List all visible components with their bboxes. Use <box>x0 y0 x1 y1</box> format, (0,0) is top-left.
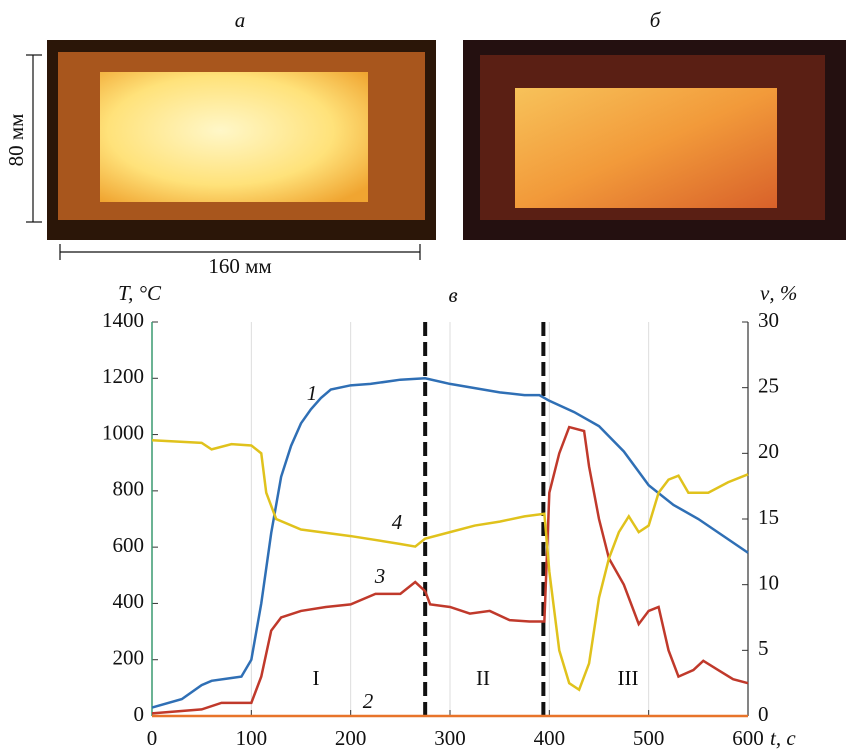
y-tick-label: 200 <box>113 646 145 670</box>
annotation: III <box>618 666 639 690</box>
annotation: 2 <box>363 689 374 713</box>
y2-tick-label: 5 <box>758 636 769 660</box>
x-tick-label: 400 <box>534 726 566 749</box>
y2-tick-label: 20 <box>758 439 779 463</box>
photo-b <box>463 40 846 240</box>
panel-label: в <box>448 283 457 307</box>
y-tick-label: 1000 <box>102 420 144 444</box>
y2-tick-label: 25 <box>758 373 779 397</box>
x-axis-label: t, с <box>770 726 796 749</box>
annotation: 4 <box>392 510 403 534</box>
y-tick-label: 0 <box>134 702 145 726</box>
y-tick-label: 600 <box>113 533 145 557</box>
y2-tick-label: 10 <box>758 570 779 594</box>
annotation: 3 <box>374 564 386 588</box>
figure: а б 80 мм 160 мм 01002003004005006000200… <box>0 0 848 749</box>
x-tick-label: 600 <box>732 726 764 749</box>
photo-a <box>47 40 436 240</box>
y2-tick-label: 30 <box>758 308 779 332</box>
y2-tick-label: 15 <box>758 505 779 529</box>
y-tick-label: 1400 <box>102 308 144 332</box>
y-axis-label: T, °C <box>118 281 162 305</box>
panel-label: б <box>650 8 662 32</box>
x-tick-label: 300 <box>434 726 466 749</box>
x-tick-label: 100 <box>236 726 268 749</box>
y2-tick-label: 0 <box>758 702 769 726</box>
y-tick-label: 800 <box>113 477 145 501</box>
dimension-label: 80 мм <box>4 114 28 167</box>
y-tick-label: 1200 <box>102 364 144 388</box>
x-tick-label: 0 <box>147 726 158 749</box>
dimension-label: 160 мм <box>208 254 271 278</box>
panel-label: а <box>235 8 246 32</box>
y2-axis-label: ν, % <box>760 281 797 305</box>
x-tick-label: 200 <box>335 726 367 749</box>
annotation: II <box>476 666 490 690</box>
x-tick-label: 500 <box>633 726 665 749</box>
annotation: 1 <box>307 381 318 405</box>
y-tick-label: 400 <box>113 589 145 613</box>
annotation: I <box>313 666 320 690</box>
